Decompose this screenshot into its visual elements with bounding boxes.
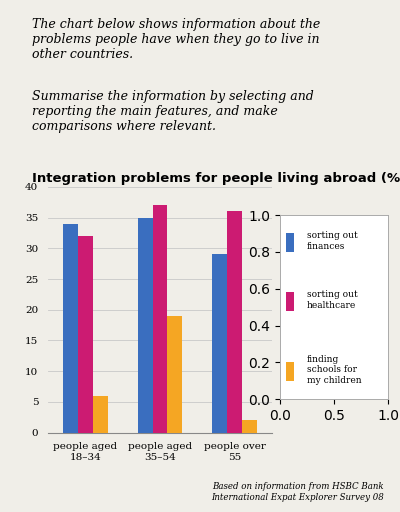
Text: Integration problems for people living abroad (%): Integration problems for people living a… — [32, 172, 400, 184]
Text: sorting out
finances: sorting out finances — [307, 231, 358, 250]
Text: sorting out
healthcare: sorting out healthcare — [307, 290, 358, 310]
Text: Summarise the information by selecting and
reporting the main features, and make: Summarise the information by selecting a… — [32, 90, 314, 133]
Bar — [93, 396, 108, 433]
Text: finding
schools for
my children: finding schools for my children — [307, 355, 362, 385]
Bar — [212, 254, 227, 433]
Bar — [168, 316, 182, 433]
Bar — [242, 420, 257, 433]
Bar — [63, 224, 78, 433]
Bar — [138, 218, 152, 433]
FancyBboxPatch shape — [286, 233, 294, 252]
Text: The chart below shows information about the
problems people have when they go to: The chart below shows information about … — [32, 18, 320, 61]
Bar — [78, 236, 93, 433]
Bar — [227, 211, 242, 433]
Text: Based on information from HSBC Bank
International Expat Explorer Survey 08: Based on information from HSBC Bank Inte… — [211, 482, 384, 502]
FancyBboxPatch shape — [286, 362, 294, 381]
Bar — [152, 205, 168, 433]
FancyBboxPatch shape — [286, 292, 294, 311]
